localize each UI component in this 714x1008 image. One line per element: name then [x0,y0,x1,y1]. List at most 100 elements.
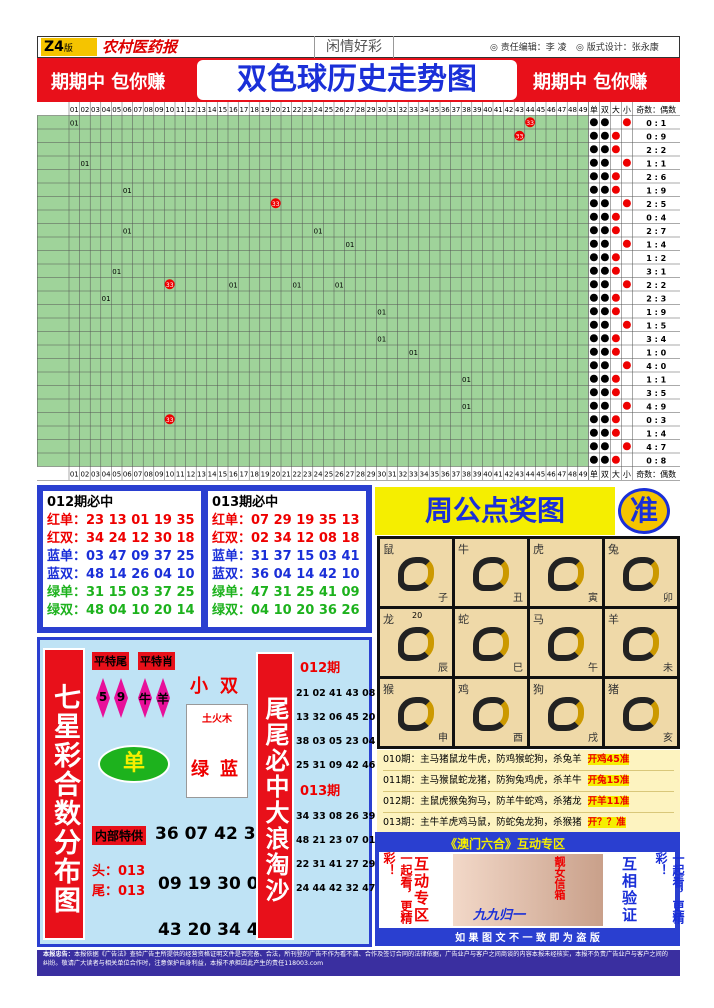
zodiac-title: 周公点奖图 [424,494,565,527]
flag-dot [589,239,598,248]
column-label: 10 [165,106,174,114]
column-label: 42 [504,470,513,478]
animal: 猪 [608,683,619,696]
animal-art [623,627,659,661]
flag-dot [600,347,609,356]
diamond-text: 9 [116,690,126,704]
flag-dot [600,293,609,302]
branch: 辰 [438,663,448,674]
tail-row: 22 31 41 27 29 [296,859,376,870]
trend-table: 01 02 03 04 05 06 07 08 09 10 11 12 13 14 15 16 17 18 19 20… [37,102,680,481]
flag-dot [600,158,609,167]
left-tag: 互动专区 [412,856,430,924]
column-label: 44 [526,106,535,114]
column-label: 22 [292,106,301,114]
animal: 猴 [383,683,394,696]
flag-dot [589,172,598,181]
ratio: 2 : 7 [646,227,666,236]
zodiac-cell: 蛇巳 [455,609,527,676]
flag-dot [600,361,609,370]
flag-label: 双 [601,105,609,114]
flag-label: 大 [612,469,620,479]
flag-dot [589,374,598,383]
animal-art [473,697,509,731]
animal-art [623,697,659,731]
ball-number: 33 [526,120,534,127]
ball [270,198,281,209]
zodiac-cell: 狗戌 [530,679,602,746]
column-label: 07 [133,470,142,478]
pick-line: 蓝单：03 47 09 37 25 [47,548,197,566]
editor: ◎ 责任编辑：李 凌 [490,43,567,53]
column-label: 06 [123,106,132,114]
pick-line: 蓝双：48 14 26 04 10 [47,566,197,584]
column-label: 39 [473,106,482,114]
number: 01 [292,281,301,289]
zodiac-cell: 虎寅 [530,539,602,606]
banner: 期期中 包你赚 双色球历史走势图 期期中 包你赚 [37,58,680,102]
column-label: 23 [303,106,312,114]
number: 01 [462,376,471,384]
ratio: 4 : 9 [646,402,666,411]
flag-dot [589,401,598,410]
flag-dot [589,212,598,221]
page-no: Z4 [44,39,64,55]
branch: 子 [438,593,448,604]
number: 01 [229,281,238,289]
zodiac-cell: 鸡酉 [455,679,527,746]
number: 01 [335,281,344,289]
history-text: 011期：主马猴鼠蛇龙猪，防狗兔鸡虎，杀羊牛 [383,775,582,786]
flag-dot [589,185,598,194]
column-label: 30 [377,106,386,114]
history-result: 开兔15准 [587,775,630,786]
diamond [96,678,110,718]
column-label: 40 [483,470,492,478]
column-label: 21 [282,106,291,114]
number: 01 [123,187,132,195]
flag-dot [600,374,609,383]
column-label: 33 [409,106,418,114]
column-label: 03 [91,106,100,114]
pick-nums: 34 24 12 30 18 [86,531,195,546]
page-label: 版 [63,44,73,54]
animal: 鼠 [383,543,394,556]
flag-dot [600,388,609,397]
ratio: 2 : 2 [646,146,666,155]
flag-dot [589,158,598,167]
ratio: 0 : 8 [646,456,666,465]
column-label: 04 [102,470,111,478]
column-label: 13 [197,470,206,478]
size: 小 [190,676,208,697]
history-text: 013期：主牛羊虎鸡马鼠，防蛇兔龙狗，杀猴猪 [383,817,582,828]
footer-label: 本报忠告： [43,951,74,958]
flag-dot [600,428,609,437]
flag-label: 小 [623,470,631,479]
column-label: 35 [430,106,439,114]
column-label: 38 [462,470,471,478]
zodiac-cell: 马午 [530,609,602,676]
flag-dot [589,118,598,127]
column-label: 36 [441,106,450,114]
tail: 尾：013 [92,884,146,899]
number: 01 [409,349,418,357]
tail-row: 25 31 09 42 46 [296,760,376,771]
flag-dot [589,415,598,424]
ratio: 1 : 4 [646,240,666,249]
cell-note: 20 [412,611,423,620]
pick-nums: 36 04 14 42 10 [251,567,360,582]
tails-list: 012期 21 02 41 43 08 13 32 06 45 20 38 03 05… [296,655,376,901]
diamond-text: 5 [98,690,108,704]
column-label: 29 [367,106,376,114]
column-label: 29 [367,470,376,478]
column-label: 27 [345,106,354,114]
pick-label: 红单： [212,513,252,528]
ratio: 2 : 5 [646,200,666,209]
ratio-header: 奇数：偶数 [636,469,676,479]
pick-line: 红双：02 34 12 08 18 [212,530,362,548]
column-label: 37 [451,470,460,478]
diamond [114,678,128,718]
flag-dot [600,307,609,316]
column-label: 26 [335,106,344,114]
flag-dot [600,253,609,262]
flag-dot [611,307,620,316]
